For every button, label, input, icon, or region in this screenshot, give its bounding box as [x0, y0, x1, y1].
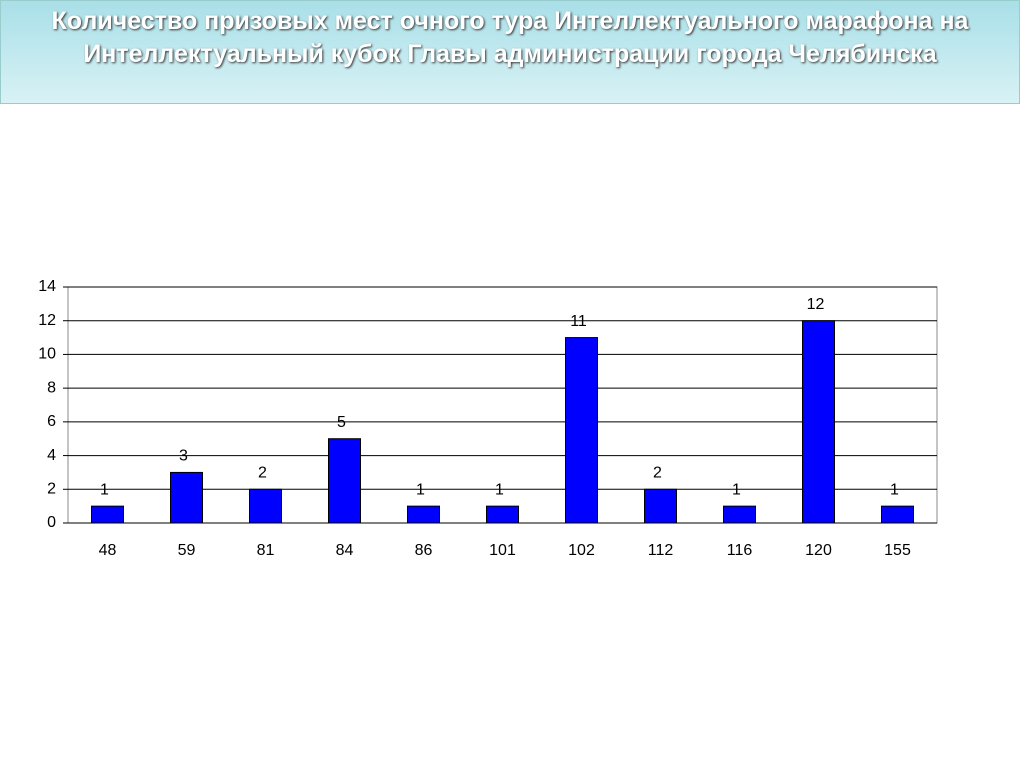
y-tick-label: 6 [47, 413, 56, 430]
y-tick-label: 0 [47, 514, 56, 531]
bar [170, 471, 203, 524]
y-tick-label: 4 [47, 447, 56, 464]
slide-title: Количество призовых мест очного тура Инт… [0, 0, 1020, 104]
data-label: 1 [495, 481, 504, 498]
data-label: 11 [570, 313, 587, 330]
x-tick-label: 120 [805, 542, 832, 559]
bar [407, 505, 440, 524]
data-label: 1 [732, 481, 741, 498]
x-tick-label: 84 [336, 542, 354, 559]
x-tick-label: 81 [257, 542, 275, 559]
bar [644, 488, 677, 524]
x-tick-label: 59 [178, 542, 196, 559]
x-tick-label: 112 [648, 542, 674, 559]
x-tick-label: 86 [415, 542, 433, 559]
y-tick-label: 12 [38, 312, 56, 329]
bar [881, 505, 914, 524]
y-tick-label: 2 [47, 481, 56, 498]
data-label: 5 [337, 414, 346, 431]
y-tick-label: 14 [38, 278, 56, 295]
bar [565, 337, 598, 524]
data-label: 1 [416, 481, 425, 498]
data-label: 2 [258, 465, 267, 482]
data-label: 3 [179, 448, 188, 465]
data-label: 1 [890, 481, 899, 498]
bar [723, 505, 756, 524]
x-tick-label: 155 [884, 542, 911, 559]
data-label: 2 [653, 465, 662, 482]
data-label: 12 [807, 296, 825, 313]
x-tick-label: 116 [727, 542, 753, 559]
bar [91, 505, 124, 524]
bar [486, 505, 519, 524]
y-tick-label: 10 [38, 346, 56, 363]
x-tick-label: 101 [489, 542, 516, 559]
x-tick-label: 102 [568, 542, 595, 559]
bar [249, 488, 282, 524]
bar [328, 438, 361, 524]
y-tick-label: 8 [47, 379, 56, 396]
data-label: 1 [100, 481, 109, 498]
bar [802, 320, 835, 524]
x-tick-label: 48 [99, 542, 117, 559]
